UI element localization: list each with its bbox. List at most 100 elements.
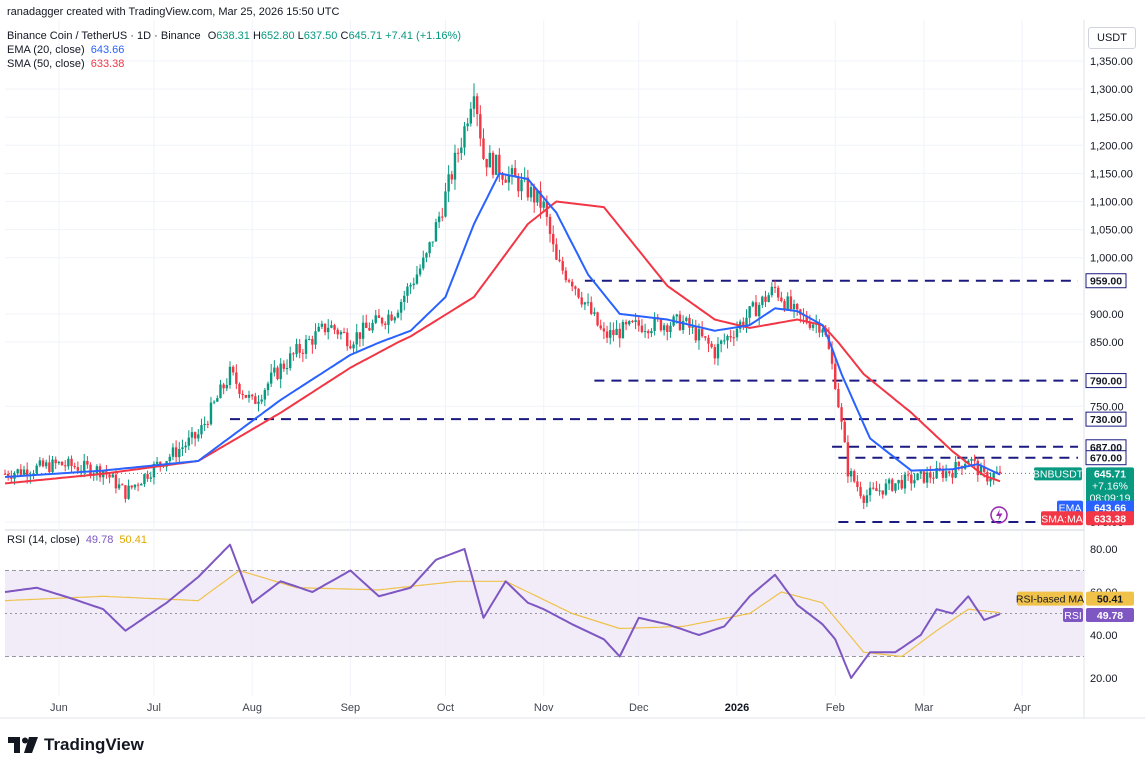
candle-body xyxy=(247,394,251,398)
candle-body xyxy=(384,323,387,325)
candle-body xyxy=(57,461,61,464)
rsi-ma-price-box xyxy=(1086,591,1134,606)
candle-body xyxy=(32,473,35,475)
candle-body xyxy=(323,323,327,333)
candle-body xyxy=(374,315,377,323)
candle-body xyxy=(520,179,523,192)
currency-button[interactable]: USDT xyxy=(1088,27,1136,49)
candle-body xyxy=(517,176,520,192)
rsi-legend[interactable]: RSI (14, close) 49.78 50.41 xyxy=(7,534,147,546)
candle-body xyxy=(853,471,856,482)
candle-body xyxy=(463,126,466,148)
candle-body xyxy=(393,317,396,321)
candle-body xyxy=(387,314,390,325)
open-value: 638.31 xyxy=(216,30,250,42)
x-tick-label: Feb xyxy=(826,702,845,714)
candle-body xyxy=(64,465,67,467)
candle-body xyxy=(919,471,922,474)
candle-body xyxy=(19,469,23,475)
candle-body xyxy=(250,394,254,397)
candle-body xyxy=(795,304,799,310)
candle-body xyxy=(304,339,308,354)
candle-body xyxy=(466,123,469,127)
candle-body xyxy=(605,331,609,338)
candle-body xyxy=(260,399,263,402)
rsi-y-tick-label: 20.00 xyxy=(1090,673,1118,685)
y-tick-label: 1,350.00 xyxy=(1090,56,1133,68)
candle-body xyxy=(498,154,501,175)
candle-body xyxy=(225,385,229,389)
sma-legend[interactable]: SMA (50, close) 633.38 xyxy=(7,58,124,70)
candle-body xyxy=(269,372,273,384)
candle-body xyxy=(482,138,485,159)
candle-body xyxy=(859,487,862,497)
candle-body xyxy=(3,473,7,475)
candle-body xyxy=(380,317,384,324)
candle-body xyxy=(219,384,222,399)
candle-body xyxy=(422,257,425,269)
candle-body xyxy=(485,158,488,168)
candle-body xyxy=(140,483,143,486)
candle-body xyxy=(365,322,368,328)
candle-body xyxy=(396,312,400,318)
candle-body xyxy=(805,315,808,323)
candle-body xyxy=(231,366,235,373)
sma-price-box xyxy=(1086,511,1134,526)
candle-body xyxy=(621,321,625,339)
close-label: C xyxy=(340,30,349,42)
candle-body xyxy=(713,347,717,359)
level-label: 790.00 xyxy=(1090,376,1122,388)
candle-body xyxy=(371,322,374,331)
candle-body xyxy=(643,331,647,333)
y-tick-label: 750.00 xyxy=(1090,401,1124,413)
candle-body xyxy=(862,496,865,503)
candle-body xyxy=(377,315,381,318)
sma-tag-text: SMA:MA xyxy=(1041,513,1082,525)
candle-body xyxy=(564,270,568,281)
candle-body xyxy=(757,304,761,317)
candle-body xyxy=(681,320,685,331)
symbol-tag-text: BNBUSDT xyxy=(1033,468,1084,480)
candle-body xyxy=(10,476,13,479)
y-tick-label: 1,000.00 xyxy=(1090,253,1133,265)
tradingview-logo[interactable]: TradingView xyxy=(8,735,144,755)
candle-body xyxy=(735,328,739,338)
candle-body xyxy=(124,485,127,499)
candle-body xyxy=(190,432,194,438)
candle-body xyxy=(925,472,929,483)
candle-body xyxy=(716,343,720,359)
candle-body xyxy=(406,286,409,296)
candle-body xyxy=(593,312,596,314)
candle-body xyxy=(742,321,745,327)
candle-body xyxy=(653,317,656,331)
candle-body xyxy=(539,190,542,208)
x-tick-label: Mar xyxy=(914,702,933,714)
level-label: 670.00 xyxy=(1090,453,1122,465)
alert-lightning-icon xyxy=(990,506,1008,524)
candle-body xyxy=(856,481,859,488)
candle-body xyxy=(285,367,289,369)
candle-body xyxy=(792,304,796,310)
candle-body xyxy=(159,461,162,465)
candle-body xyxy=(327,327,330,333)
candle-body xyxy=(700,329,704,337)
candle-body xyxy=(957,462,961,466)
rsi-ma-value: 50.41 xyxy=(119,534,147,546)
candle-body xyxy=(181,447,184,450)
candle-body xyxy=(266,383,270,391)
x-tick-label: Aug xyxy=(242,702,262,714)
candle-body xyxy=(837,388,840,408)
candle-body xyxy=(536,190,539,203)
tradingview-logo-icon xyxy=(8,737,38,753)
candle-body xyxy=(751,302,755,307)
candle-body xyxy=(732,337,736,339)
candle-body xyxy=(437,216,441,223)
candle-body xyxy=(168,456,171,462)
candle-body xyxy=(878,490,881,492)
candle-body xyxy=(849,471,853,477)
level-label: 959.00 xyxy=(1090,276,1122,288)
ema-legend[interactable]: EMA (20, close) 643.66 xyxy=(7,44,124,56)
y-tick-label: 1,200.00 xyxy=(1090,140,1133,152)
candle-body xyxy=(130,485,133,488)
